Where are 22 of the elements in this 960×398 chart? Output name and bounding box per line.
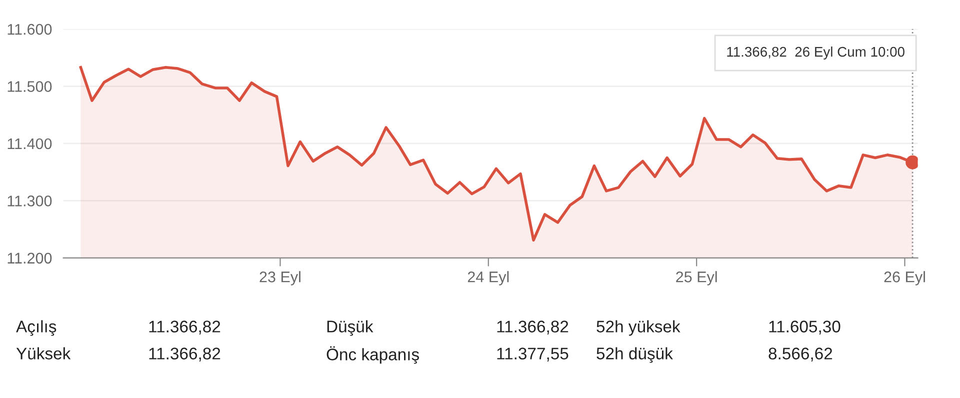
annotation: 11.366,82 26 Eyl Cum 10:00 <box>727 46 904 60</box>
text: 11.605,30 <box>769 320 840 334</box>
text: Yüksek <box>16 347 71 360</box>
text: Açılış <box>16 320 56 336</box>
x-tick-label: 25 Eyl <box>676 271 717 286</box>
x-tick-label: 23 Eyl <box>260 271 300 286</box>
text: 8.566,62 <box>768 348 832 362</box>
text: 52h yüksek <box>596 320 680 336</box>
text: 52h düşük <box>596 347 673 363</box>
y-tick-label: 11.200 <box>8 252 52 264</box>
text: 11.377,55 <box>497 348 568 362</box>
y-tick-label: 11.500 <box>8 81 52 92</box>
x-tick-label: 24 Eyl <box>468 271 509 286</box>
text: Düşük <box>327 320 374 336</box>
text: 11.366,82 <box>497 320 568 334</box>
y-tick-label: 11.300 <box>8 196 52 206</box>
text: Önc kapanış <box>326 346 419 364</box>
y-tick-label: 11.600 <box>8 24 52 35</box>
x-tick-label: 26 Eyl <box>884 271 925 286</box>
text: 11.366,82 <box>149 348 220 362</box>
text: 11.366,82 <box>149 320 220 334</box>
y-tick-label: 11.400 <box>8 138 52 150</box>
